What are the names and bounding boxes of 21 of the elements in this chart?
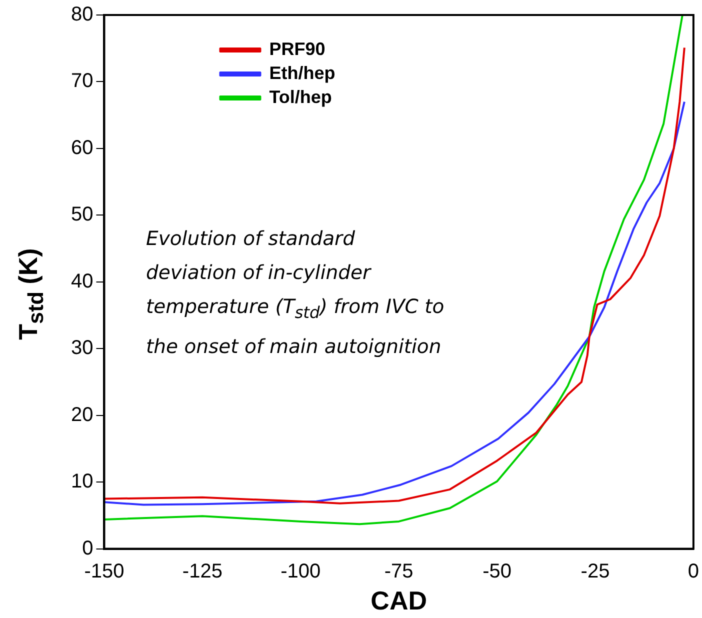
y-tick-label: 80	[70, 4, 94, 26]
x-tick-label: -150	[84, 560, 124, 582]
y-tick-label: 20	[70, 404, 94, 426]
y-tick-label: 30	[70, 337, 94, 360]
annotation: Evolution of standard deviation of in-cylinder temperature (T$_{std}$) from IVC to the onset of main autoignition	[146, 226, 446, 360]
x-axis-title: CAD	[370, 586, 428, 616]
legend-label: PRF90	[269, 38, 326, 59]
x-tick-label: -25	[580, 560, 610, 582]
x-tick-label: -75	[384, 560, 414, 582]
y-tick-label: 0	[82, 537, 94, 560]
x-tick-label: -125	[182, 560, 222, 582]
y-tick-label: 10	[70, 470, 94, 493]
legend-label: Eth/hep	[269, 62, 336, 83]
x-tick-label: -100	[280, 560, 321, 582]
y-tick-label: 40	[70, 270, 94, 292]
x-tick-label: 0	[688, 560, 699, 582]
x-tick-label: -50	[482, 560, 512, 582]
y-tick-label: 50	[70, 204, 94, 226]
legend-label: Tol/hep	[269, 86, 332, 107]
y-tick-label: 70	[70, 70, 94, 92]
y-tick-label: 60	[70, 136, 94, 159]
